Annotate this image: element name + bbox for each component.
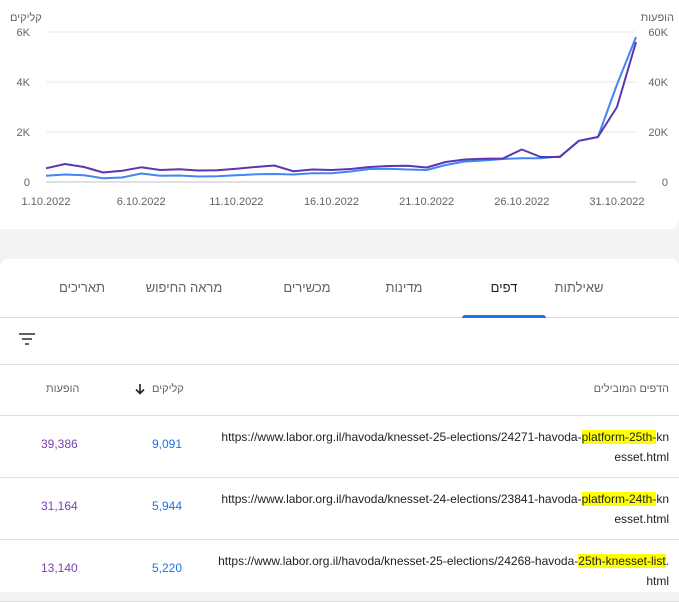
y-left-axis-title: קליקים (10, 11, 42, 24)
x-tick-label: 21.10.2022 (399, 196, 454, 208)
impressions-value: 31,164 (41, 499, 78, 513)
url-text: knesset.html (614, 492, 669, 526)
filter-row (0, 318, 679, 365)
y-left-tick-label: 4K (17, 77, 31, 89)
tab-label: שאילתות (554, 280, 604, 295)
clicks-value: 5,220 (152, 561, 183, 575)
table-row[interactable]: https://www.labor.org.il/havoda/knesset-… (0, 540, 679, 602)
x-tick-label: 31.10.2022 (589, 196, 644, 208)
tab-queries[interactable]: שאילתות (537, 259, 621, 317)
x-tick-label: 6.10.2022 (117, 196, 166, 208)
table-row[interactable]: https://www.labor.org.il/havoda/knesset-… (0, 478, 679, 540)
table-header: הדפים המובילים קליקים הופעות (0, 365, 679, 416)
page-url[interactable]: https://www.labor.org.il/havoda/knesset-… (217, 427, 669, 467)
url-highlight: platform-24th- (581, 492, 657, 506)
url-text: https://www.labor.org.il/havoda/knesset-… (218, 554, 579, 568)
tab-search-appearance[interactable]: מראה החיפוש (129, 259, 239, 317)
impressions-series-line (45, 41, 637, 174)
arrow-down-icon (135, 384, 145, 395)
y-left-tick-label: 2K (17, 127, 31, 139)
y-left-tick-label: 0 (24, 177, 30, 189)
x-tick-label: 1.10.2022 (22, 196, 71, 208)
page-url[interactable]: https://www.labor.org.il/havoda/knesset-… (217, 551, 669, 591)
header-impressions[interactable]: הופעות (46, 383, 80, 395)
url-text: knesset.html (614, 430, 669, 464)
y-right-tick-label: 20K (648, 127, 668, 139)
performance-chart: 6K 60K 4K 40K 2K 20K 0 0 קליקים הופעות 1.10.2022 6.… (10, 11, 674, 208)
clicks-series-line (45, 36, 637, 180)
url-highlight: 25th-knesset-list (578, 554, 666, 568)
url-text: .html (646, 554, 669, 588)
header-clicks[interactable]: קליקים (134, 383, 184, 395)
x-tick-label: 26.10.2022 (494, 196, 549, 208)
y-left-tick-label: 6K (17, 27, 31, 39)
tab-label: מכשירים (283, 280, 331, 295)
tab-label: מראה החיפוש (145, 280, 223, 295)
url-text: https://www.labor.org.il/havoda/knesset-… (221, 492, 582, 506)
url-text: https://www.labor.org.il/havoda/knesset-… (221, 430, 582, 444)
performance-chart-card: 6K 60K 4K 40K 2K 20K 0 0 קליקים הופעות 1.10.2022 6.… (0, 0, 679, 229)
y-right-tick-label: 60K (648, 27, 668, 39)
active-tab-indicator (462, 315, 546, 318)
tab-label: דפים (490, 280, 518, 295)
clicks-value: 5,944 (152, 499, 183, 513)
x-tick-label: 11.10.2022 (209, 196, 263, 208)
tab-countries[interactable]: מדינות (362, 259, 446, 317)
url-highlight: platform-25th- (581, 430, 657, 444)
tab-pages[interactable]: דפים (462, 259, 546, 318)
tab-dates[interactable]: תאריכים (40, 259, 124, 317)
header-clicks-label: קליקים (152, 383, 184, 395)
tab-bar: שאילתות דפים מדינות מכשירים מראה החיפוש … (0, 259, 679, 318)
tab-label: תאריכים (59, 280, 105, 295)
filter-icon[interactable] (18, 330, 36, 348)
clicks-value: 9,091 (152, 437, 183, 451)
x-tick-label: 16.10.2022 (304, 196, 359, 208)
report-table-card: שאילתות דפים מדינות מכשירים מראה החיפוש … (0, 259, 679, 602)
tab-devices[interactable]: מכשירים (265, 259, 349, 317)
y-right-tick-label: 40K (648, 77, 668, 89)
header-top-pages[interactable]: הדפים המובילים (593, 383, 669, 395)
table-row[interactable]: https://www.labor.org.il/havoda/knesset-… (0, 416, 679, 478)
page-url[interactable]: https://www.labor.org.il/havoda/knesset-… (217, 489, 669, 529)
impressions-value: 13,140 (41, 561, 78, 575)
impressions-value: 39,386 (41, 437, 78, 451)
y-right-tick-label: 0 (662, 177, 668, 189)
tab-label: מדינות (385, 280, 423, 295)
y-right-axis-title: הופעות (641, 12, 674, 24)
